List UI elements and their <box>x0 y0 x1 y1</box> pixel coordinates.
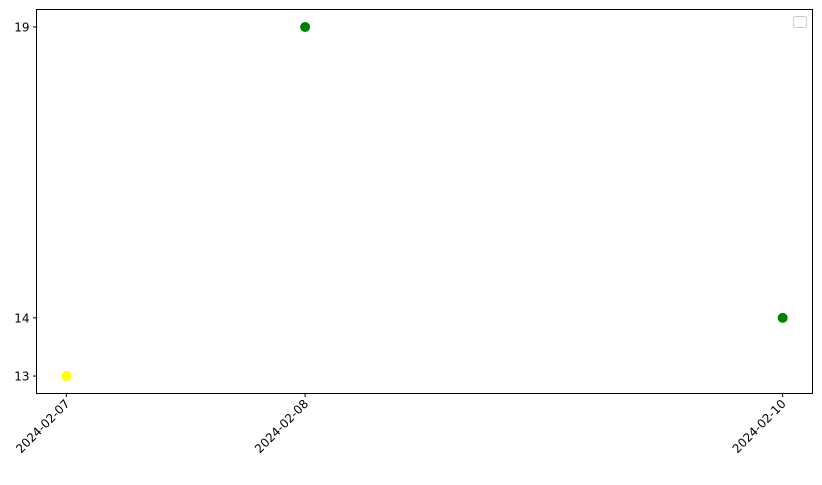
y-tick-label: 14 <box>14 311 29 325</box>
y-tick-label: 19 <box>14 20 29 34</box>
data-point-2 <box>300 21 311 32</box>
plot-frame <box>36 9 813 394</box>
points-layer <box>61 21 788 382</box>
y-tick-label: 13 <box>14 370 29 384</box>
data-point-1 <box>61 371 72 382</box>
legend-box <box>793 16 807 28</box>
y-axis: 13 14 19 <box>14 20 37 384</box>
data-point-3 <box>777 312 788 323</box>
